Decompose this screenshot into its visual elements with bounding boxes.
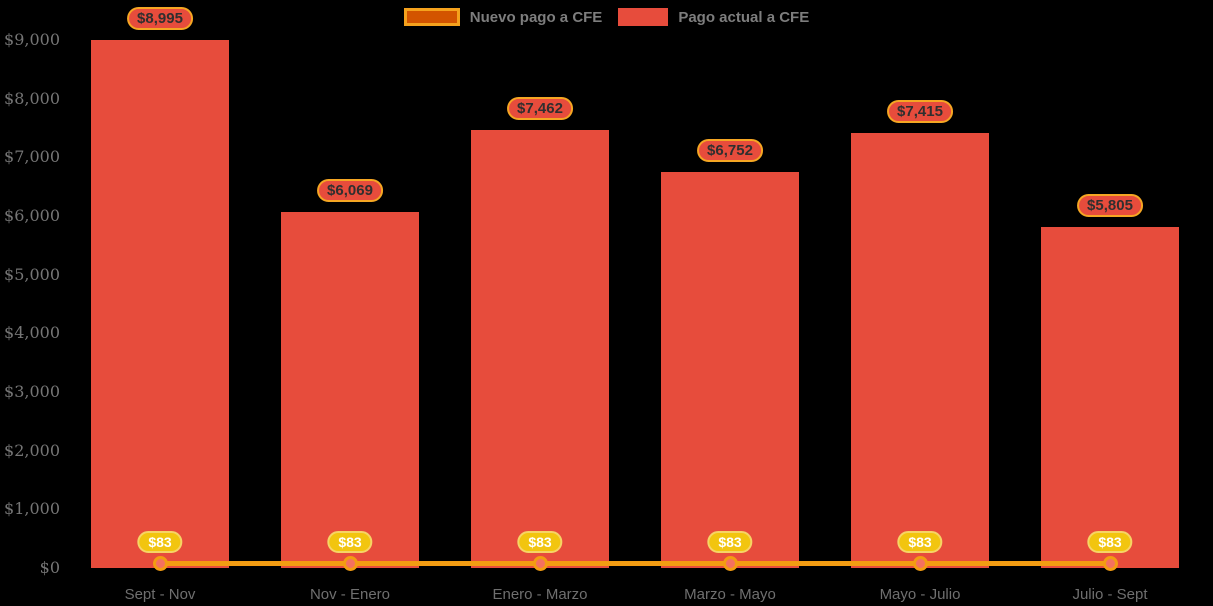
y-axis-tick-label: $2,000 [4,440,60,460]
y-axis-tick-label: $9,000 [4,30,60,49]
bar-pago-actual[interactable] [661,171,799,568]
y-axis-tick-label: $5,000 [4,264,60,284]
y-axis-tick-label: $1,000 [4,499,60,519]
y-axis-tick-label: $0 [39,558,60,577]
legend-swatch-nuevo-pago-icon [403,8,460,26]
line-value-label: $83 [707,531,753,554]
legend-label-pago-actual: Pago actual a CFE [678,8,810,26]
line-point-marker[interactable] [912,555,928,571]
bar-value-label: $7,462 [507,97,573,121]
x-axis-category-label: Marzo - Mayo [684,586,776,603]
bar-pago-actual[interactable] [471,130,609,568]
line-value-label: $83 [137,531,183,554]
line-point-marker[interactable] [1102,555,1118,571]
legend-item-pago-actual[interactable]: Pago actual a CFE [618,8,809,26]
x-axis-category-label: Nov - Enero [309,586,391,603]
legend-swatch-pago-actual-icon [618,8,669,26]
y-axis-tick-label: $3,000 [4,382,60,401]
line-point-marker[interactable] [532,555,548,571]
legend-item-nuevo-pago[interactable]: Nuevo pago a CFE [403,8,603,26]
bar-value-label: $8,995 [127,7,193,31]
y-axis-tick-label: $6,000 [4,206,60,225]
line-nuevo-pago [160,560,1110,566]
x-axis-category-label: Enero - Marzo [492,586,588,603]
bar-value-label: $5,805 [1077,194,1143,218]
y-axis-tick-label: $7,000 [4,147,60,167]
line-value-label: $83 [517,531,563,554]
line-value-label: $83 [1087,531,1133,554]
line-point-marker[interactable] [152,555,168,571]
line-value-label: $83 [897,531,943,554]
x-axis-category-label: Julio - Sept [1072,586,1148,603]
bar-pago-actual[interactable] [91,40,229,568]
legend-label-nuevo-pago: Nuevo pago a CFE [469,8,603,26]
bar-pago-actual[interactable] [851,133,989,568]
line-value-label: $83 [327,531,373,554]
line-point-marker[interactable] [722,555,738,571]
chart-legend: Nuevo pago a CFE Pago actual a CFE [0,8,1213,26]
bar-value-label: $6,752 [697,138,763,162]
x-axis-category-label: Mayo - Julio [879,586,961,603]
bar-value-label: $7,415 [887,100,953,123]
y-axis-tick-label: $4,000 [4,323,60,343]
line-point-marker[interactable] [342,555,358,571]
bar-pago-actual[interactable] [281,211,419,568]
y-axis-tick-label: $8,000 [4,88,60,108]
x-axis-category-label: Sept - Nov [124,586,196,603]
bar-value-label: $6,069 [317,178,383,202]
bar-pago-actual[interactable] [1041,227,1179,568]
